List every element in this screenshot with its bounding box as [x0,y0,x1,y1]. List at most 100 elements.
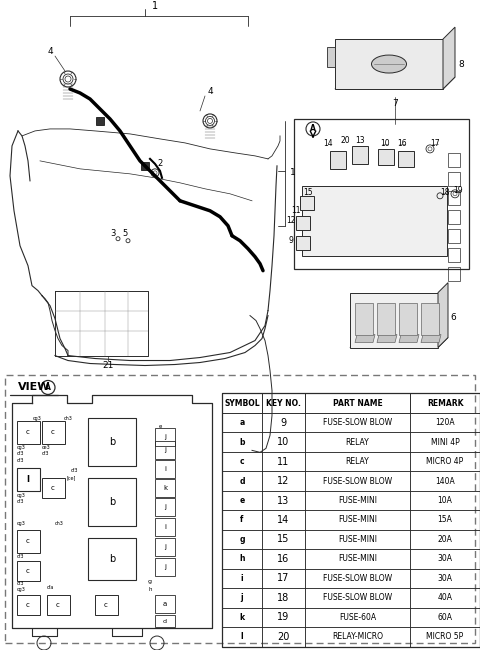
Bar [262,471,305,491]
Text: cf3: cf3 [17,580,24,586]
Text: 18: 18 [277,593,289,603]
Bar [155,441,175,460]
Bar [448,191,460,205]
Text: 19: 19 [453,187,463,195]
Bar [155,558,175,576]
Text: a: a [163,601,167,607]
Bar [305,627,410,647]
Text: 12: 12 [286,216,296,226]
Text: FUSE-MINI: FUSE-MINI [338,515,377,525]
Polygon shape [350,292,438,348]
Bar [296,216,310,229]
Text: e: e [158,424,162,429]
Text: c: c [26,602,30,608]
Bar [17,595,40,615]
Text: 8: 8 [458,60,464,68]
Bar [330,151,346,169]
Bar [410,471,480,491]
Text: 15: 15 [303,188,313,198]
Text: MINI 4P: MINI 4P [431,437,459,447]
Text: 17: 17 [277,573,290,584]
Bar [355,303,373,335]
Text: 20A: 20A [438,535,453,544]
Text: d: d [163,619,167,623]
Bar [305,413,410,432]
Text: b: b [239,437,245,447]
Text: 21: 21 [102,361,114,370]
Text: KEY NO.: KEY NO. [266,398,301,408]
Bar [222,510,262,530]
Polygon shape [327,47,335,67]
Text: cf3: cf3 [42,451,49,456]
Bar [410,627,480,647]
Text: 18: 18 [440,188,450,198]
Text: 13: 13 [355,136,365,146]
Text: j: j [164,504,166,510]
Bar [155,499,175,516]
Bar [42,478,65,499]
Text: FUSE-SLOW BLOW: FUSE-SLOW BLOW [323,476,392,486]
Text: 120A: 120A [435,418,455,427]
Bar [410,549,480,569]
Bar [305,393,410,413]
Bar [155,615,175,627]
Polygon shape [399,335,419,343]
Bar [222,413,262,432]
Bar [305,608,410,627]
Bar [399,303,417,335]
Bar [302,186,447,255]
Bar [222,608,262,627]
Text: 20: 20 [277,632,290,642]
Bar [17,530,40,553]
Text: 3: 3 [110,229,116,239]
Bar [305,530,410,549]
Bar [410,530,480,549]
Text: b: b [109,497,115,507]
Text: 17: 17 [430,139,440,148]
Text: e: e [240,496,245,505]
Text: 15A: 15A [438,515,453,525]
Text: 16: 16 [397,139,407,148]
Bar [262,491,305,510]
Bar [448,210,460,224]
Text: ce3: ce3 [42,445,51,450]
Text: cg3: cg3 [17,445,26,450]
Bar [222,549,262,569]
Bar [42,421,65,445]
Text: 14: 14 [277,515,289,525]
Bar [88,538,136,580]
Text: 7: 7 [392,99,398,109]
Bar [305,471,410,491]
Bar [448,229,460,242]
Bar [378,149,394,165]
Bar [262,588,305,608]
Bar [262,393,305,413]
Bar [410,569,480,588]
Bar [5,376,475,643]
Text: j: j [164,434,166,441]
Bar [222,491,262,510]
Text: 6: 6 [450,313,456,322]
Text: g: g [239,535,245,544]
Text: cg3: cg3 [33,416,41,421]
Text: RELAY-MICRO: RELAY-MICRO [332,632,383,642]
Text: j: j [240,593,243,603]
Text: 12: 12 [277,476,290,486]
Text: 1: 1 [290,168,296,177]
Text: 11: 11 [277,456,289,467]
Bar [222,452,262,471]
Text: c: c [51,486,55,491]
Bar [155,428,175,447]
Text: RELAY: RELAY [346,457,370,466]
Bar [305,569,410,588]
Text: 60A: 60A [437,613,453,622]
Text: FUSE-MINI: FUSE-MINI [338,496,377,505]
Text: 10: 10 [380,139,390,148]
Ellipse shape [372,55,407,73]
Bar [398,151,414,167]
Text: 4: 4 [207,88,213,96]
Text: FUSE-MINI: FUSE-MINI [338,554,377,564]
Bar [448,153,460,167]
Bar [155,595,175,613]
Bar [262,569,305,588]
